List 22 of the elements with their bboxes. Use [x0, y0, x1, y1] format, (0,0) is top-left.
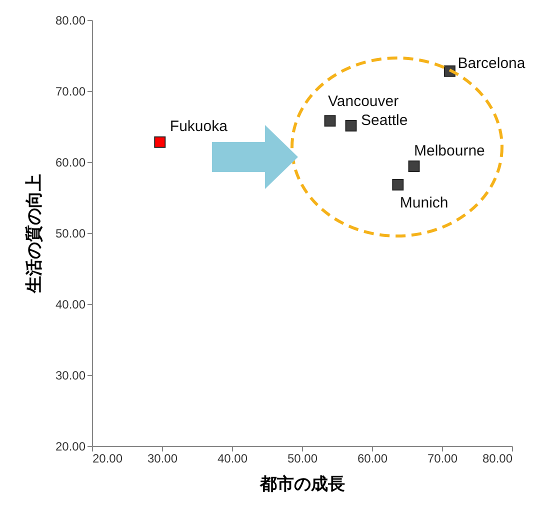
series-label: Vancouver — [328, 92, 399, 110]
series-label: Seattle — [361, 112, 408, 129]
y-axis-title: 生活の質の向上 — [24, 174, 44, 294]
x-axis-title: 都市の成長 — [259, 474, 345, 494]
x-tick-label: 70.00 — [427, 452, 458, 466]
y-tick-label: 40.00 — [55, 298, 86, 312]
y-tick-label: 60.00 — [55, 156, 86, 170]
x-tick-label: 30.00 — [147, 452, 178, 466]
series-label: Melbourne — [414, 142, 485, 160]
y-tick-label: 70.00 — [55, 84, 86, 98]
series-label: Munich — [400, 194, 448, 212]
x-tick-label: 20.00 — [92, 452, 123, 466]
series-label: Fukuoka — [170, 118, 228, 136]
x-tick-label: 80.00 — [482, 452, 513, 466]
y-tick-label: 80.00 — [55, 14, 86, 28]
y-tick-label: 30.00 — [55, 368, 86, 382]
y-tick-label: 20.00 — [55, 440, 86, 454]
x-tick-label: 60.00 — [357, 452, 388, 466]
x-tick-label: 50.00 — [287, 452, 318, 466]
series-label: Barcelona — [458, 55, 526, 72]
y-tick-label: 50.00 — [55, 226, 86, 240]
x-tick-label: 40.00 — [217, 452, 248, 466]
